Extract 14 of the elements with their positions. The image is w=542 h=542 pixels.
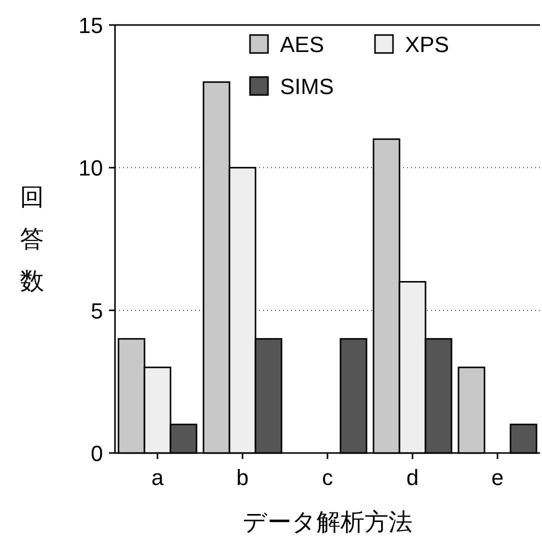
y-axis-title: 回答数 bbox=[20, 184, 44, 295]
x-tick-label: d bbox=[406, 465, 419, 490]
x-axis-title: データ解析方法 bbox=[242, 509, 412, 536]
x-tick-label: e bbox=[491, 465, 504, 490]
x-tick-label: c bbox=[322, 465, 333, 490]
y-tick-label: 15 bbox=[78, 13, 103, 38]
legend-label: XPS bbox=[405, 32, 450, 57]
y-tick-label: 0 bbox=[90, 441, 103, 466]
legend-label: SIMS bbox=[280, 74, 334, 99]
y-tick-label: 10 bbox=[78, 156, 103, 181]
x-tick-label: a bbox=[151, 465, 164, 490]
legend-label: AES bbox=[280, 32, 324, 57]
x-tick-label: b bbox=[236, 465, 249, 490]
y-tick-label: 5 bbox=[90, 298, 103, 324]
